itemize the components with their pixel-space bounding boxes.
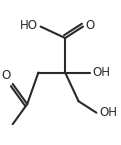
Text: OH: OH bbox=[99, 106, 117, 119]
Text: O: O bbox=[86, 19, 95, 32]
Text: O: O bbox=[1, 69, 11, 82]
Text: HO: HO bbox=[20, 19, 38, 32]
Text: OH: OH bbox=[92, 66, 110, 79]
